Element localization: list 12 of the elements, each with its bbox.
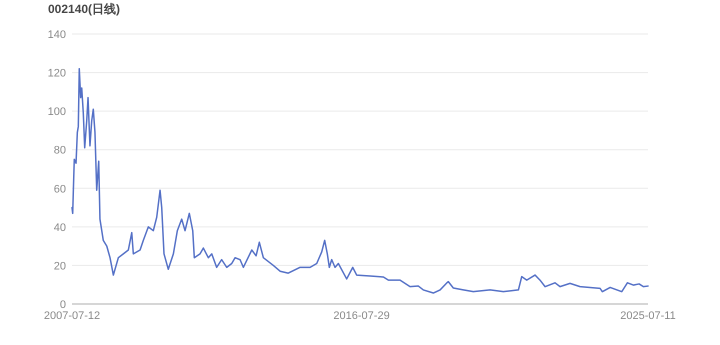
y-tick-label: 80 bbox=[54, 144, 66, 157]
y-tick-label: 60 bbox=[54, 183, 66, 196]
y-tick-label: 140 bbox=[48, 29, 66, 41]
x-tick-label: 2007-07-12 bbox=[44, 310, 100, 322]
y-tick-label: 120 bbox=[48, 68, 66, 80]
x-tick-label: 2016-07-29 bbox=[333, 310, 390, 322]
y-tick-label: 0 bbox=[60, 299, 66, 311]
title: 002140(日线) bbox=[48, 2, 120, 16]
y-tick-label: 40 bbox=[54, 222, 66, 234]
y-tick-label: 100 bbox=[48, 106, 66, 118]
x-tick-label: 2025-07-11 bbox=[620, 310, 676, 322]
y-tick-label: 20 bbox=[54, 260, 66, 272]
